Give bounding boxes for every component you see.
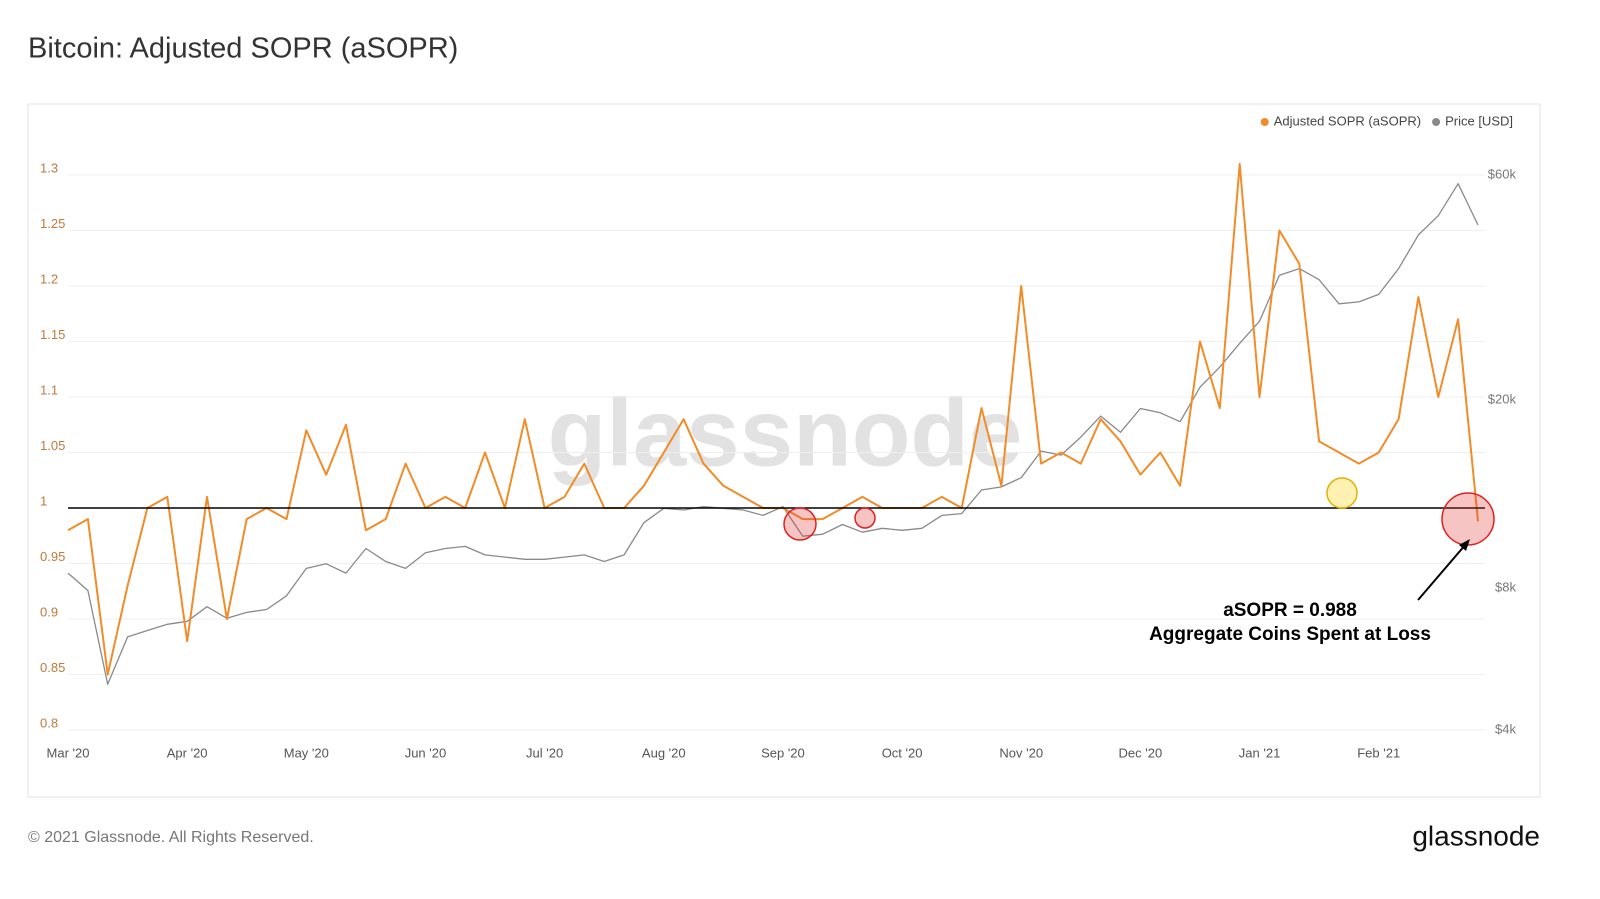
chart-title: Bitcoin: Adjusted SOPR (aSOPR) <box>28 33 458 65</box>
x-tick-label: Apr '20 <box>167 745 208 760</box>
y-tick-label: 0.9 <box>40 604 58 619</box>
x-tick-label: Nov '20 <box>999 745 1043 760</box>
y-tick-label: 0.8 <box>40 715 58 730</box>
logo: glassnode <box>1412 820 1540 851</box>
x-tick-label: Sep '20 <box>761 745 805 760</box>
legend-label: Adjusted SOPR (aSOPR) <box>1274 113 1421 128</box>
x-tick-label: Jan '21 <box>1239 745 1281 760</box>
y2-tick-label: $20k <box>1488 392 1517 407</box>
y2-tick-label: $60k <box>1488 166 1517 181</box>
x-tick-label: Jun '20 <box>405 745 447 760</box>
footer: © 2021 Glassnode. All Rights Reserved. <box>28 829 314 846</box>
plot-area: 0.8 0.85 0.9 0.95 1 1.05 1.1 1.15 1.2 1.25 1.3 $4k $… <box>40 113 1516 760</box>
highlight-circle <box>1441 492 1495 546</box>
x-tick-label: Dec '20 <box>1119 745 1163 760</box>
highlight-circle <box>1326 477 1358 509</box>
legend-dot <box>1260 118 1269 126</box>
legend-dot <box>1432 118 1441 126</box>
x-tick-label: Aug '20 <box>642 745 686 760</box>
legend-label: Price [USD] <box>1445 113 1513 128</box>
x-tick-label: May '20 <box>284 745 329 760</box>
x-tick-label: Jul '20 <box>526 745 563 760</box>
y2-tick-label: $8k <box>1495 579 1516 594</box>
y-tick-label: 1.3 <box>40 160 58 175</box>
y-tick-label: 1.1 <box>40 382 58 397</box>
highlight-circle <box>854 507 876 529</box>
arrow-head <box>1459 539 1470 551</box>
y-tick-label: 1 <box>40 493 47 508</box>
annotation-arrow <box>1417 543 1467 601</box>
y-tick-label: 0.85 <box>40 660 65 675</box>
x-tick-label: Oct '20 <box>882 745 923 760</box>
y-tick-label: 1.05 <box>40 438 65 453</box>
y2-tick-label: $4k <box>1495 721 1516 736</box>
annotation: Aggregate Coins Spent at Loss <box>1149 624 1431 645</box>
annotation: aSOPR = 0.988 <box>1223 600 1357 621</box>
y-tick-label: 0.95 <box>40 549 65 564</box>
y-tick-label: 1.2 <box>40 271 58 286</box>
watermark: glassnode <box>548 379 1023 486</box>
chart-frame <box>27 103 1541 798</box>
y-tick-label: 1.15 <box>40 327 65 342</box>
x-tick-label: Mar '20 <box>47 745 90 760</box>
series-line <box>67 183 1479 685</box>
highlight-circle <box>783 507 817 541</box>
y-tick-label: 1.25 <box>40 216 65 231</box>
x-tick-label: Feb '21 <box>1357 745 1400 760</box>
